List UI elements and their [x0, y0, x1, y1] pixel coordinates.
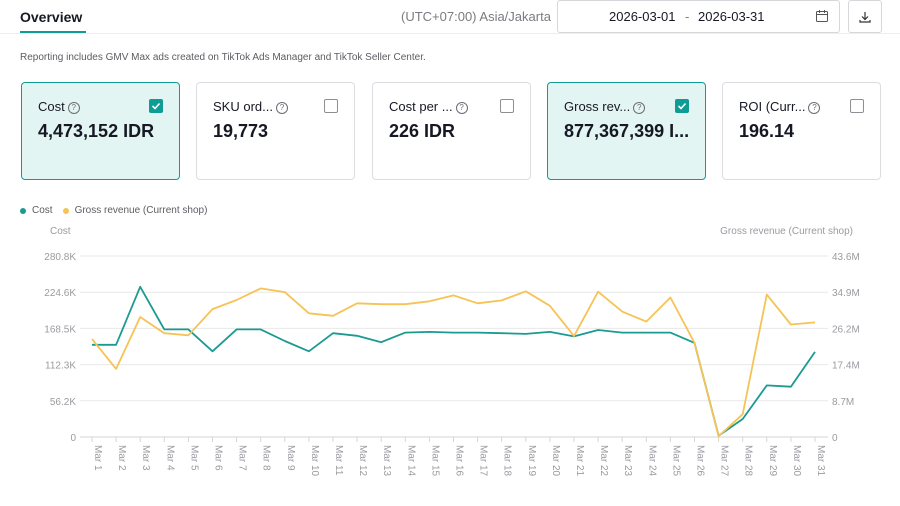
legend-item-revenue[interactable]: Gross revenue (Current shop)	[62, 205, 208, 216]
left-axis-title: Cost	[50, 226, 71, 237]
metric-card-0[interactable]: Cost? 4,473,152 IDR	[21, 82, 180, 180]
date-separator: -	[685, 9, 690, 24]
legend-label-cost: Cost	[32, 205, 53, 216]
x-tick-label: Mar 28	[743, 445, 754, 477]
metric-checkbox[interactable]	[324, 99, 338, 113]
x-tick-label: Mar 17	[478, 445, 489, 477]
left-tick-label: 168.5K	[44, 324, 76, 335]
x-tick-label: Mar 20	[550, 445, 561, 477]
metric-card-value: 19,773	[213, 121, 269, 141]
legend-dot-revenue	[62, 207, 69, 214]
x-tick-label: Mar 24	[646, 445, 657, 477]
timezone-label: (UTC+07:00) Asia/Jakarta	[401, 9, 551, 24]
right-tick-label: 26.2M	[832, 324, 860, 335]
x-tick-label: Mar 15	[429, 445, 440, 477]
left-tick-label: 280.8K	[44, 252, 76, 263]
help-icon[interactable]: ?	[633, 102, 646, 114]
metric-card-3[interactable]: Gross rev...? 877,367,399 I...	[547, 82, 706, 180]
legend-label-revenue: Gross revenue (Current shop)	[74, 205, 208, 216]
series-line-cost	[92, 285, 816, 437]
right-axis-title: Gross revenue (Current shop)	[720, 226, 853, 237]
metric-checkbox[interactable]	[675, 99, 689, 113]
date-range-picker[interactable]: 2026-03-01 - 2026-03-31	[557, 0, 840, 33]
left-tick-label: 0	[70, 433, 76, 444]
x-tick-label: Mar 13	[381, 445, 392, 477]
metric-card-label: Cost?	[38, 99, 80, 114]
line-chart: Cost Gross revenue (Current shop) 0 0 56.2K 8…	[44, 226, 860, 477]
x-tick-label: Mar 19	[526, 445, 537, 477]
calendar-icon[interactable]	[815, 9, 829, 26]
metric-checkbox[interactable]	[500, 99, 514, 113]
metric-card-2[interactable]: Cost per ...? 226 IDR	[372, 82, 531, 180]
legend-item-cost[interactable]: Cost	[20, 205, 53, 216]
help-icon[interactable]: ?	[808, 102, 821, 114]
x-tick-label: Mar 31	[815, 445, 826, 477]
metric-card-label: SKU ord...?	[213, 99, 288, 114]
download-icon	[859, 11, 871, 23]
right-tick-label: 34.9M	[832, 288, 860, 299]
x-tick-label: Mar 8	[261, 445, 272, 471]
left-tick-label: 56.2K	[50, 397, 76, 408]
x-tick-label: Mar 12	[357, 445, 368, 477]
x-tick-label: Mar 14	[405, 445, 416, 477]
metric-card-1[interactable]: SKU ord...? 19,773	[196, 82, 355, 180]
x-tick-label: Mar 18	[502, 445, 513, 477]
reporting-note: Reporting includes GMV Max ads created o…	[20, 52, 426, 63]
series-line-revenue	[91, 287, 816, 438]
help-icon[interactable]: ?	[455, 102, 468, 114]
x-tick-label: Mar 27	[719, 445, 730, 477]
metric-card-4[interactable]: ROI (Curr...? 196.14	[722, 82, 881, 180]
metric-checkbox[interactable]	[850, 99, 864, 113]
x-tick-label: Mar 1	[92, 445, 103, 471]
left-tick-label: 224.6K	[44, 288, 76, 299]
x-tick-label: Mar 25	[670, 445, 681, 477]
x-tick-label: Mar 30	[791, 445, 802, 477]
metric-card-value: 196.14	[739, 121, 795, 141]
x-tick-label: Mar 5	[188, 445, 199, 471]
x-tick-label: Mar 4	[164, 445, 175, 471]
right-tick-label: 0	[832, 433, 838, 444]
chart-legend: Cost Gross revenue (Current shop)	[20, 205, 217, 216]
x-tick-label: Mar 29	[767, 445, 778, 477]
metric-card-label: Gross rev...?	[564, 99, 646, 114]
metric-label-text: Gross rev...	[564, 99, 631, 114]
metric-label-text: ROI (Curr...	[739, 99, 806, 114]
check-icon	[677, 102, 687, 110]
left-tick-label: 112.3K	[45, 361, 76, 372]
x-tick-label: Mar 21	[574, 445, 585, 477]
x-tick-label: Mar 26	[695, 445, 706, 477]
help-icon[interactable]: ?	[67, 102, 80, 114]
x-tick-label: Mar 11	[333, 445, 344, 476]
x-tick-label: Mar 3	[140, 445, 151, 471]
metric-card-label: Cost per ...?	[389, 99, 468, 114]
metric-card-value: 4,473,152 IDR	[38, 121, 155, 141]
x-tick-label: Mar 23	[622, 445, 633, 477]
metric-label-text: Cost	[38, 99, 65, 114]
x-tick-label: Mar 2	[116, 445, 127, 471]
date-end[interactable]: 2026-03-31	[698, 9, 765, 24]
x-tick-label: Mar 16	[454, 445, 465, 477]
right-tick-label: 17.4M	[832, 361, 860, 372]
x-tick-label: Mar 22	[598, 445, 609, 477]
right-tick-label: 43.6M	[832, 252, 860, 263]
download-button[interactable]	[848, 0, 882, 33]
tab-active-indicator	[20, 31, 86, 33]
metric-card-label: ROI (Curr...?	[739, 99, 821, 114]
metric-label-text: Cost per ...	[389, 99, 453, 114]
x-tick-label: Mar 6	[213, 445, 224, 471]
metric-checkbox[interactable]	[149, 99, 163, 113]
header-divider	[0, 33, 900, 34]
right-tick-label: 8.7M	[832, 397, 854, 408]
date-start[interactable]: 2026-03-01	[609, 9, 676, 24]
x-tick-label: Mar 10	[309, 445, 320, 477]
tab-overview[interactable]: Overview	[20, 9, 83, 25]
x-tick-label: Mar 9	[285, 445, 296, 471]
metric-card-value: 877,367,399 I...	[564, 121, 690, 141]
metric-card-value: 226 IDR	[389, 121, 456, 141]
legend-dot-cost	[20, 207, 26, 214]
check-icon	[151, 102, 161, 110]
metric-label-text: SKU ord...	[213, 99, 273, 114]
help-icon[interactable]: ?	[275, 102, 288, 114]
x-tick-label: Mar 7	[237, 445, 248, 471]
